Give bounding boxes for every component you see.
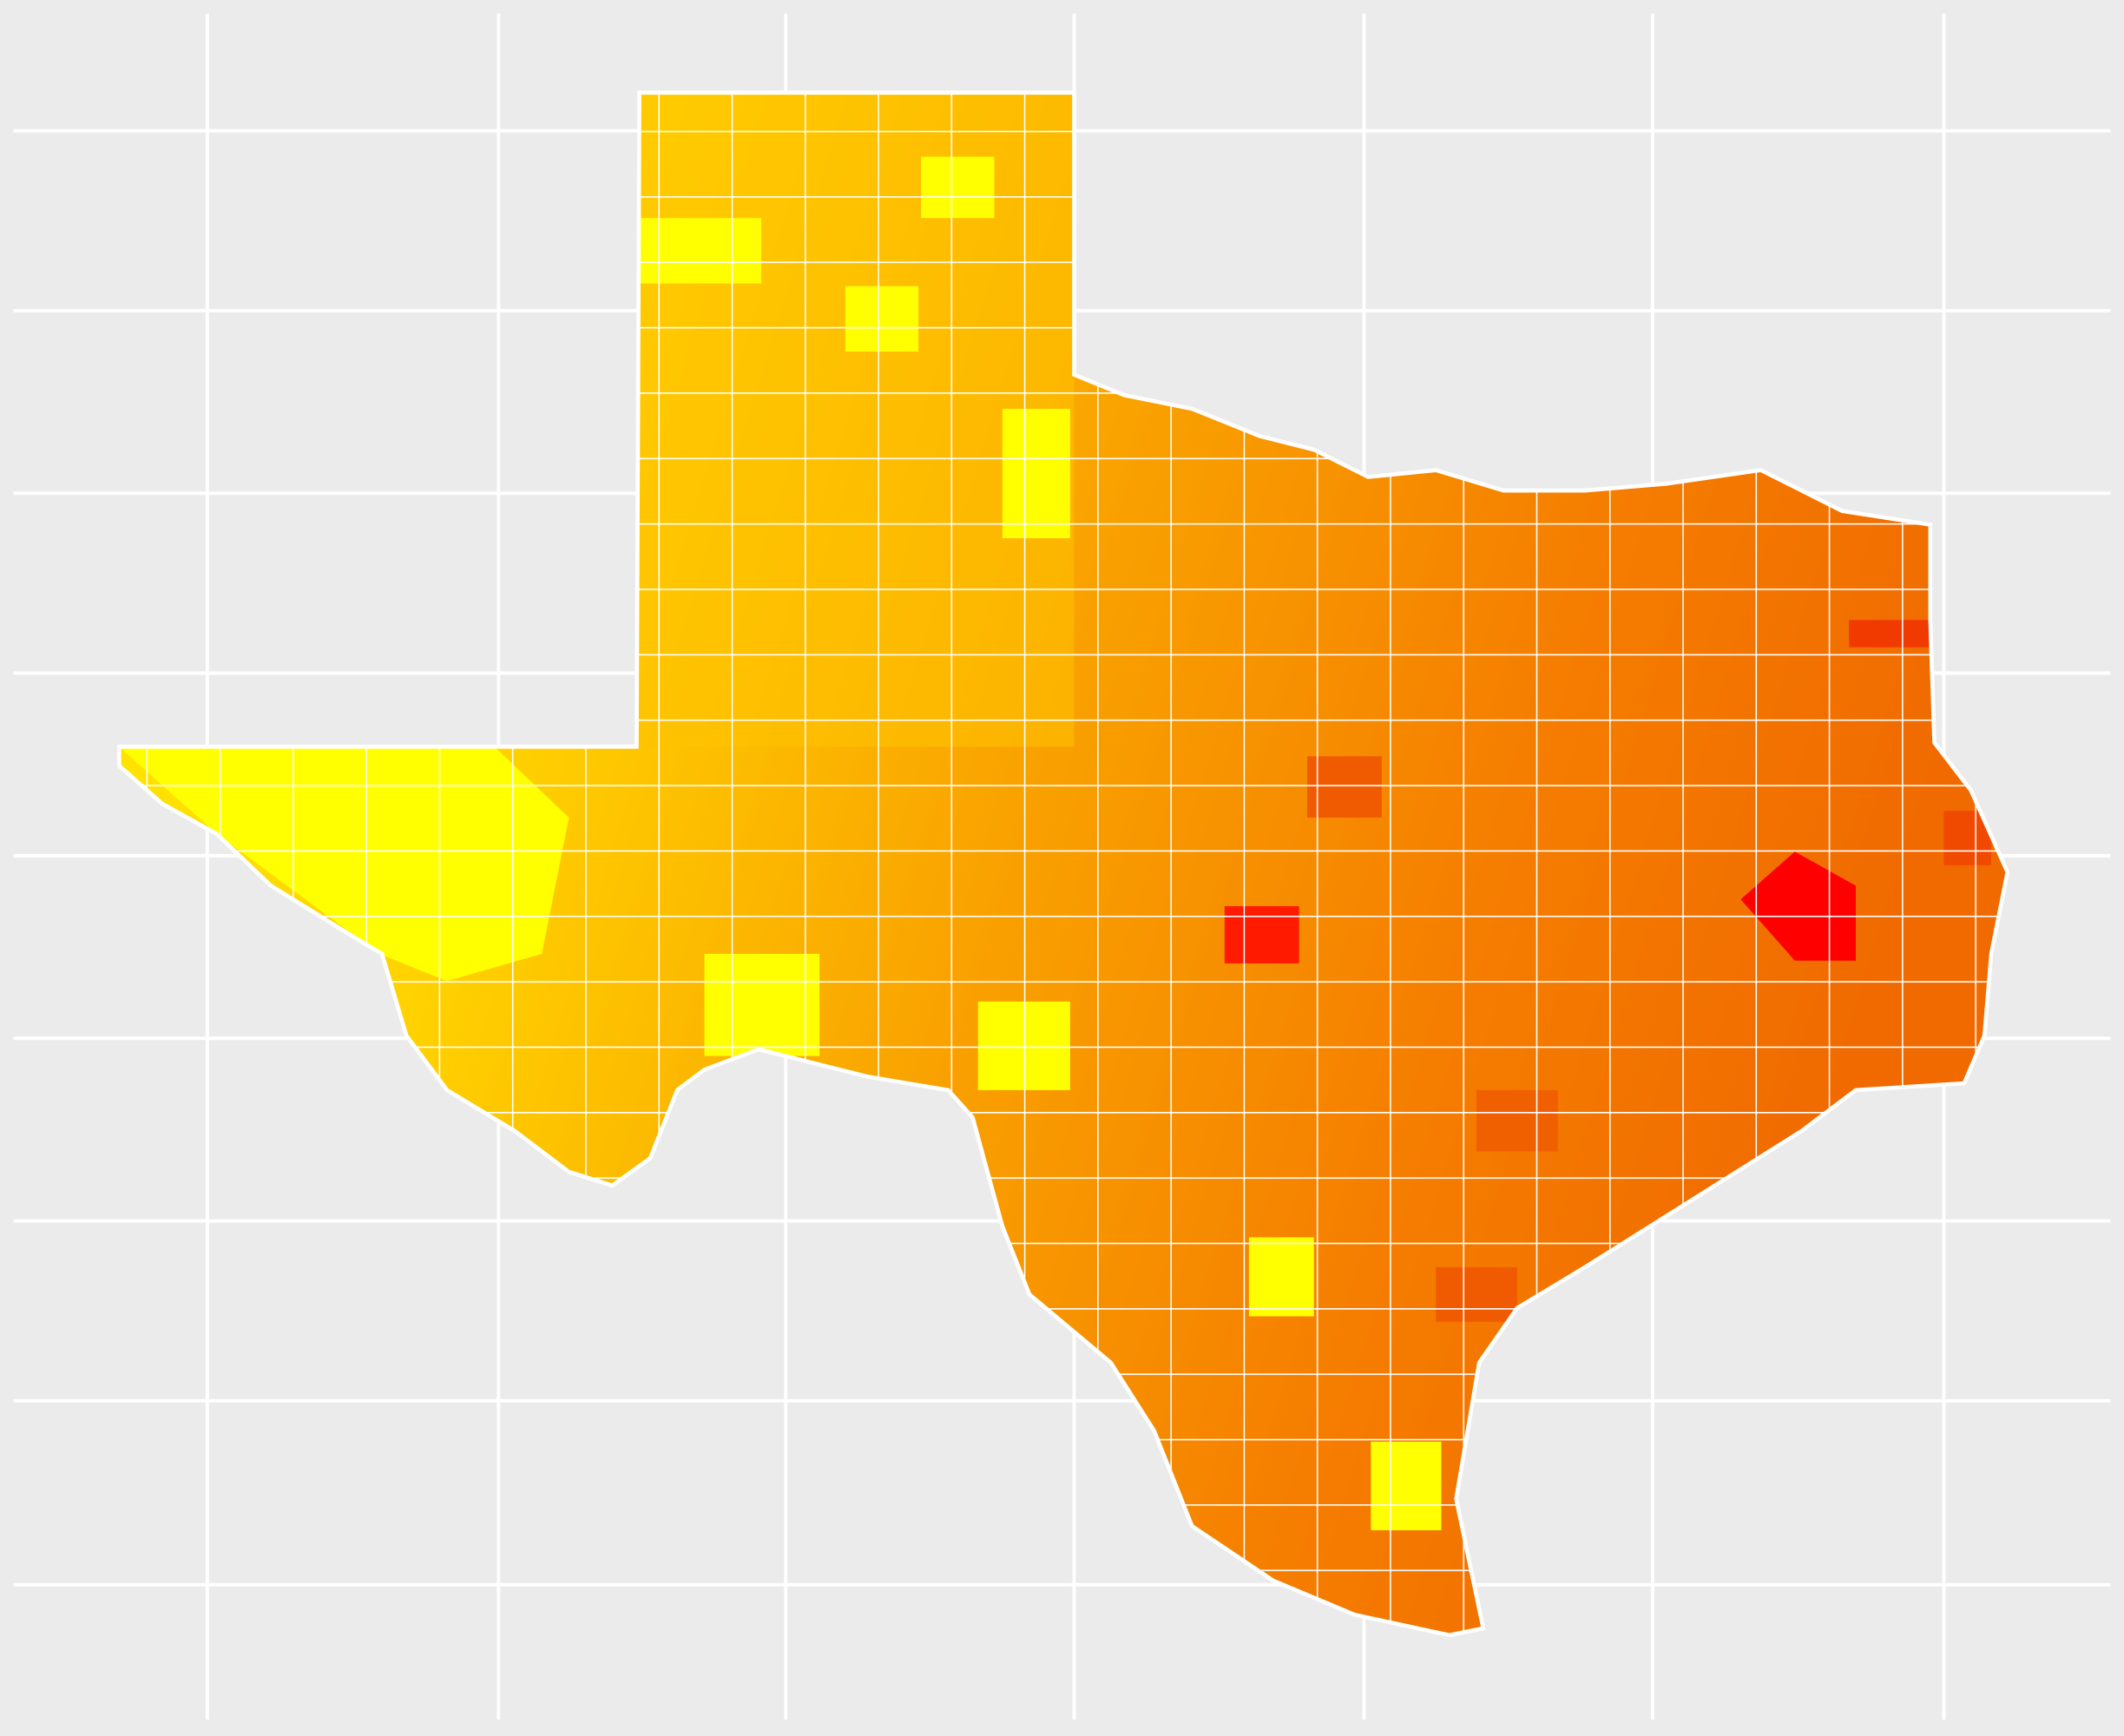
page: (() => { const data = JSON.parse(documen… [0,0,2124,1736]
map [0,0,2124,1736]
